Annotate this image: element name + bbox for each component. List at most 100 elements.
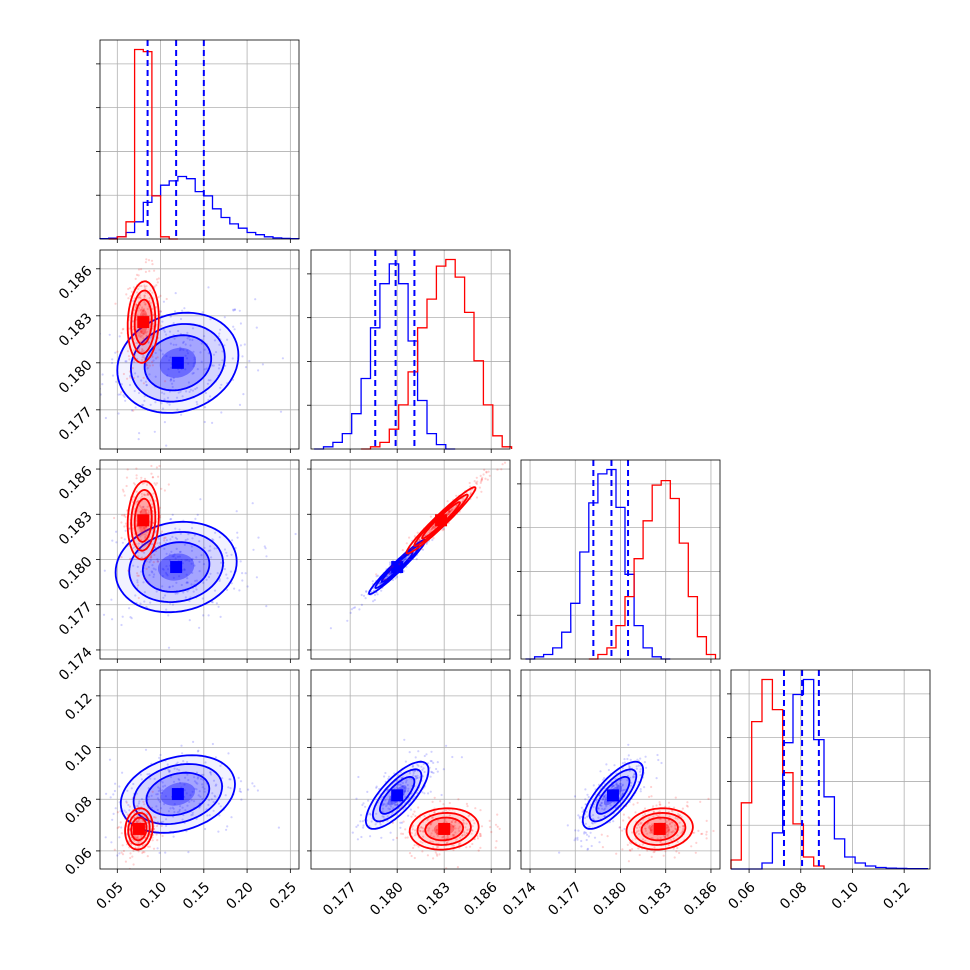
red-scatter-point [157,277,160,280]
blue-scatter-point [140,798,144,801]
blue-scatter-point [416,791,419,795]
red-scatter-point [128,805,131,808]
blue-scatter-point [136,581,139,584]
blue-scatter-point [252,548,255,551]
blue-scatter-point [139,535,142,538]
red-scatter-point [637,832,641,836]
red-scatter-point [441,836,444,839]
blue-scatter-point [170,378,173,381]
red-scatter-point [144,533,147,536]
red-scatter-point [485,471,488,474]
red-scatter-point [121,853,125,856]
blue-scatter-point [190,814,193,817]
red-scatter-point [385,578,388,581]
blue-scatter-point [637,764,640,767]
blue-scatter-point [228,778,231,781]
red-scatter-point [451,508,454,512]
red-scatter-point [442,803,445,806]
blue-scatter-point [241,579,244,582]
blue-scatter-point [161,353,164,356]
x-tick-label: 0.177 [545,879,585,919]
blue-scatter-point [394,577,397,580]
blue-scatter-point [139,773,142,776]
red-scatter-point [447,510,450,514]
blue-scatter-point [136,375,140,378]
blue-scatter-point [577,829,580,832]
red-scatter-point [402,820,405,823]
red-scatter-point [429,515,432,518]
blue-scatter-point [213,794,216,797]
blue-scatter-point [587,835,591,838]
red-scatter-point [404,836,407,839]
blue-scatter-point [167,614,170,617]
blue-scatter-point [149,336,152,339]
blue-scatter-point [627,743,630,746]
blue-scatter-point [85,771,87,773]
red-scatter-point [123,494,126,497]
red-scatter-point [145,334,148,337]
red-scatter-point [134,805,137,808]
blue-scatter-point [407,787,410,790]
blue-scatter-point [111,539,114,542]
red-scatter-point [658,803,661,806]
red-scatter-point [136,815,139,818]
blue-scatter-point [156,558,159,561]
blue-scatter-point [200,342,203,345]
red-scatter-point [477,849,480,852]
red-scatter-point [141,532,144,535]
red-scatter-point [442,528,445,531]
blue-scatter-point [183,789,186,792]
blue-scatter-point [357,775,360,779]
red-scatter-point [638,853,641,857]
blue-scatter-point [149,601,152,604]
red-scatter-point [410,854,413,858]
blue-scatter-point [180,559,183,562]
x-tick-label: 0.08 [777,879,810,912]
x-tick-label: 0.180 [367,879,407,919]
red-scatter-point [120,556,123,559]
red-scatter-point [134,536,137,540]
red-scatter-point [629,849,632,852]
blue-scatter-point [210,798,213,801]
red-scatter-point [138,528,141,531]
red-scatter-point [120,521,123,524]
red-scatter-point [131,325,135,328]
blue-scatter-point [603,815,606,818]
blue-scatter-point [416,776,419,779]
blue-scatter-point [192,740,195,744]
panel-2-1 [307,459,511,663]
blue-scatter-point [190,549,194,552]
blue-scatter-point [238,787,242,791]
red-scatter-point [656,837,659,840]
red-scatter-point [418,538,421,542]
blue-scatter-point [197,749,200,752]
blue-scatter-point [158,787,161,790]
red-scatter-point [668,829,671,832]
red-scatter-point [631,848,634,851]
red-scatter-point [164,380,167,383]
blue-scatter-point [620,794,623,797]
red-scatter-point [137,596,140,600]
blue-scatter-point [578,815,581,818]
blue-scatter-point [153,681,155,683]
red-contour [421,501,461,540]
red-scatter-point [144,494,147,497]
red-scatter-point [675,850,678,853]
blue-scatter-point [584,788,587,791]
blue-scatter-point [420,765,423,768]
red-scatter-point [151,506,154,509]
blue-scatter-point [607,768,611,772]
blue-scatter-point [365,590,368,593]
red-scatter-point [140,350,143,353]
blue-scatter-point [399,826,402,829]
red-scatter-point [668,815,671,818]
blue-scatter-point [184,343,187,346]
red-scatter-point [133,360,136,363]
red-scatter-point [146,493,149,496]
red-scatter-point [453,834,456,837]
blue-scatter-point [150,806,154,809]
red-scatter-point [122,849,125,853]
blue-density-peak [170,561,183,574]
red-scatter-point [147,581,150,585]
blue-scatter-point [186,559,189,562]
